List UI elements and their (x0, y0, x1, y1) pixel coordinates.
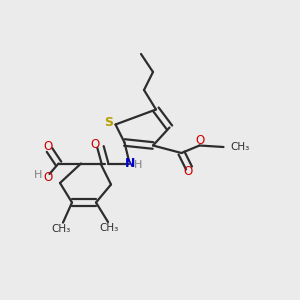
Text: H: H (34, 170, 42, 181)
Text: CH₃: CH₃ (100, 223, 119, 233)
Text: S: S (104, 116, 113, 130)
Text: O: O (91, 138, 100, 151)
Text: N: N (125, 157, 136, 170)
Text: O: O (183, 165, 192, 178)
Text: CH₃: CH₃ (52, 224, 71, 234)
Text: CH₃: CH₃ (230, 142, 249, 152)
Text: O: O (196, 134, 205, 148)
Text: O: O (44, 140, 52, 153)
Text: H: H (134, 160, 142, 170)
Text: O: O (44, 171, 52, 184)
